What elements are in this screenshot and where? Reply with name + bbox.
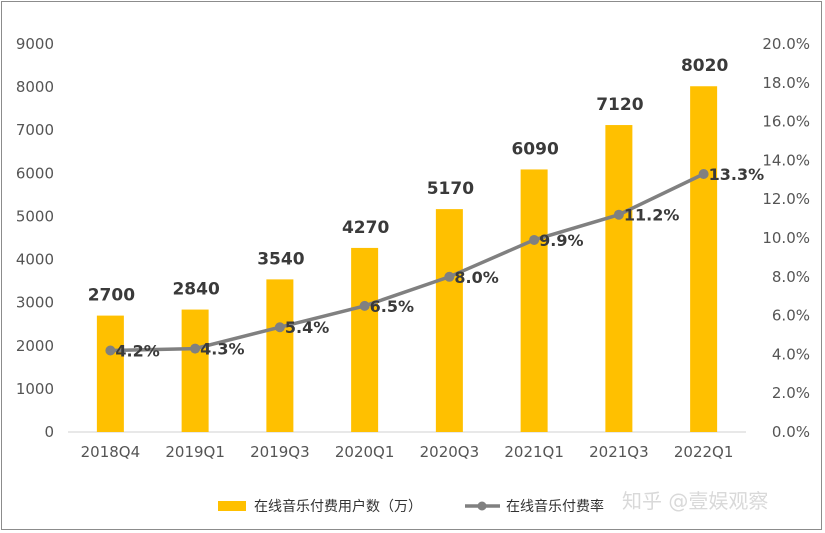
bar-value-label: 2840 [172,280,219,300]
rate-line [110,172,705,353]
rate-value-label: 8.0% [454,268,498,287]
x-tick-label: 2020Q1 [335,443,395,461]
right-tick-label: 4.0% [772,345,810,363]
bar-value-label: 3540 [257,249,304,269]
bar-value-label: 2700 [88,286,135,306]
left-tick-label: 3000 [16,294,54,312]
x-tick-label: 2021Q1 [504,443,564,461]
right-tick-label: 10.0% [762,229,810,247]
left-tick-label: 0 [44,423,54,441]
left-tick-label: 2000 [16,337,54,355]
x-tick-label: 2020Q3 [420,443,480,461]
left-tick-label: 8000 [16,78,54,96]
bar [96,315,124,432]
bar-value-labels: 2700 2840 3540 4270 5170 6090 7120 8020 [88,56,729,305]
x-tick-label: 2021Q3 [589,443,649,461]
left-tick-label: 5000 [16,207,54,225]
bar-series [96,86,718,432]
bar [520,169,548,432]
rate-value-label: 9.9% [539,231,583,250]
left-tick-label: 9000 [16,35,54,53]
x-axis-ticks: 2018Q4 2019Q1 2019Q3 2020Q1 2020Q3 2021Q1 2021… [81,443,734,461]
x-tick-label: 2019Q1 [165,443,225,461]
right-tick-label: 16.0% [762,113,810,131]
left-tick-label: 1000 [16,380,54,398]
x-tick-label: 2022Q1 [674,443,734,461]
bar [266,279,294,432]
bar-value-label: 8020 [681,56,728,76]
right-tick-label: 12.0% [762,190,810,208]
rate-value-label: 6.5% [370,297,414,316]
bar [605,125,633,432]
x-tick-label: 2019Q3 [250,443,310,461]
rate-markers [105,168,709,356]
legend: 在线音乐付费用户数（万） 在线音乐付费率 [218,498,604,515]
right-tick-label: 18.0% [762,74,810,92]
bar-value-label: 4270 [342,218,389,238]
rate-marker [359,300,370,311]
right-tick-label: 0.0% [772,423,810,441]
rate-marker [190,343,201,354]
bar [690,86,718,432]
bar [181,309,209,432]
rate-marker [613,209,624,220]
watermark: 知乎 @壹娱观察 [622,489,768,513]
right-tick-label: 20.0% [762,35,810,53]
left-tick-label: 6000 [16,164,54,182]
right-tick-label: 2.0% [772,384,810,402]
rate-marker [105,345,116,356]
right-tick-label: 6.0% [772,307,810,325]
rate-value-label: 11.2% [624,206,680,225]
left-axis-ticks: 0 1000 2000 3000 4000 5000 6000 7000 8000 9000 [16,35,54,441]
rate-marker [529,234,540,245]
bar-value-label: 7120 [596,95,643,115]
right-tick-label: 8.0% [772,268,810,286]
legend-bar-swatch [218,501,246,511]
right-axis-ticks: 0.0% 2.0% 4.0% 6.0% 8.0% 10.0% 12.0% 14.0% 16.0%… [762,35,810,441]
rate-value-label: 13.3% [709,165,765,184]
rate-value-label: 4.3% [200,340,244,359]
legend-line-label: 在线音乐付费率 [506,498,604,515]
bar [351,247,379,432]
rate-value-labels: 4.2% 4.3% 5.4% 6.5% 8.0% 9.9% 11.2% 13.3% [115,165,764,361]
rate-value-label: 5.4% [285,318,329,337]
rate-marker [444,271,455,282]
bar-value-label: 5170 [427,179,474,199]
rate-value-label: 4.2% [115,342,159,361]
rate-marker [698,168,709,179]
legend-bar-label: 在线音乐付费用户数（万） [254,498,422,515]
legend-line-marker [477,501,487,511]
left-tick-label: 4000 [16,251,54,269]
bar-value-label: 6090 [511,139,558,159]
left-tick-label: 7000 [16,121,54,139]
right-tick-label: 14.0% [762,151,810,169]
x-tick-label: 2018Q4 [81,443,141,461]
rate-marker [274,322,285,333]
bar [435,209,463,432]
